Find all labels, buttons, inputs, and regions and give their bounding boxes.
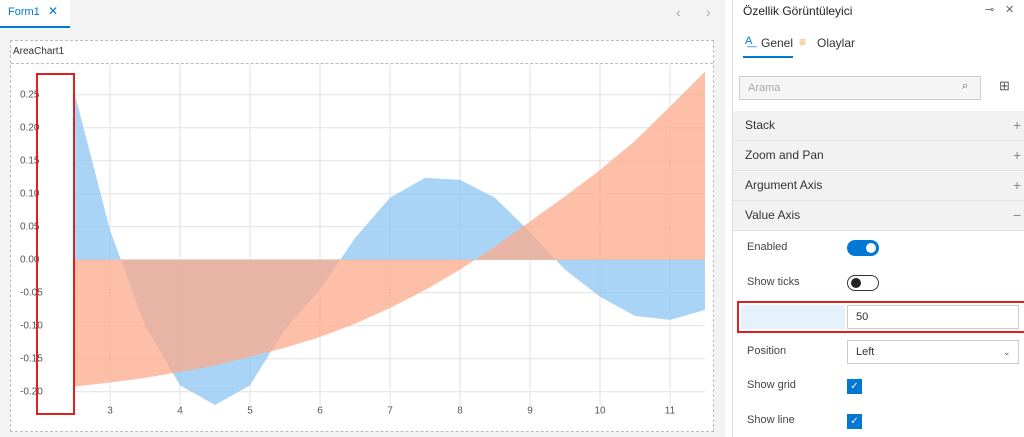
panel-title: Özellik Görüntüleyici [743, 4, 853, 18]
tab-icon: ≡ [799, 35, 807, 49]
chart: -0.20 -0.15 -0.10 -0.05 0.00 0.05 0.10 0.15 0.20… [20, 65, 705, 417]
field-value: 50 [856, 311, 869, 323]
label-highlight [741, 305, 845, 329]
x-tick-label: 4 [177, 406, 183, 417]
tab-close[interactable]: ✕ [48, 4, 59, 18]
y-tick-label: 0.00 [20, 254, 40, 265]
x-tick-label: 6 [317, 406, 323, 417]
section-toggle[interactable]: − [1013, 207, 1022, 223]
section-label: Argument Axis [745, 178, 823, 192]
y-tick-label: 0.25 [20, 89, 40, 100]
x-tick-label: 8 [457, 406, 463, 417]
section-label: Zoom and Pan [745, 148, 824, 162]
section-toggle[interactable]: + [1013, 147, 1022, 163]
property-panel: Özellik Görüntüleyici ⊸ ✕ A͟ Genel ≡ Ola… [732, 0, 1024, 437]
dropdown-arrow: ⌄ [1003, 346, 1011, 357]
tab-title: Form1 [8, 6, 40, 18]
tab[interactable]: Form1 ✕ [0, 0, 70, 28]
nav-next[interactable]: › [706, 4, 711, 20]
search-box[interactable]: Arama ⌕ [739, 76, 981, 100]
tab-icon: A͟ [745, 35, 753, 47]
dropdown[interactable]: Left ⌄ [847, 339, 1019, 364]
toggle[interactable] [847, 274, 879, 291]
designer-area: Form1 ✕ ‹ › AreaChart1 -0.20 -0.15 -0.10 -0… [0, 0, 725, 437]
text-input[interactable]: 50 [847, 305, 1019, 329]
field-value: Left [856, 345, 875, 358]
x-tick-label: 11 [665, 406, 676, 417]
property-label: Show line [747, 413, 795, 426]
y-tick-label: -0.05 [20, 287, 43, 298]
y-tick-label: -0.20 [20, 386, 43, 397]
expand-all[interactable]: ⊞ [999, 78, 1010, 93]
y-tick-label: 0.10 [20, 188, 40, 199]
tab-underline [743, 56, 793, 58]
checkbox[interactable]: ✓ [847, 413, 862, 429]
x-tick-label: 3 [107, 406, 113, 417]
area [75, 71, 705, 387]
property-label: Position [747, 344, 787, 357]
highlight-box [737, 301, 1024, 333]
separator [11, 63, 713, 64]
section-label: Value Axis [745, 208, 801, 222]
checkbox[interactable]: ✓ [847, 379, 862, 394]
property-label: Show grid [747, 379, 796, 391]
panel-tab[interactable]: Olaylar [817, 36, 856, 50]
x-tick-label: 10 [594, 406, 606, 417]
toggle-knob [866, 243, 876, 253]
close[interactable]: ✕ [1005, 4, 1015, 16]
property-label: Enabled [747, 241, 788, 253]
x-tick-label: 7 [387, 406, 393, 417]
section-toggle[interactable]: + [1013, 177, 1022, 193]
panel-tab[interactable]: Genel [761, 36, 794, 50]
search-icon: ⌕ [962, 80, 969, 92]
y-tick-label: -0.10 [20, 320, 43, 331]
section-header[interactable]: Stack + [733, 111, 1024, 141]
pin[interactable]: ⊸ [985, 4, 995, 16]
section-toggle[interactable]: + [1013, 117, 1022, 133]
section-header[interactable]: Value Axis − [733, 201, 1024, 231]
y-tick-label: 0.15 [20, 155, 40, 166]
x-tick-label: 5 [247, 406, 253, 417]
search-placeholder: Arama [748, 82, 781, 94]
toggle-knob [851, 277, 861, 288]
x-tick-label: 9 [527, 406, 533, 417]
y-tick-label: 0.20 [20, 122, 40, 133]
section-label: Stack [745, 118, 776, 132]
y-tick-label: -0.15 [20, 353, 43, 364]
property-label: Show ticks [747, 275, 800, 288]
section-header[interactable]: Zoom and Pan + [733, 141, 1024, 171]
control-name: AreaChart1 [13, 46, 65, 57]
toggle[interactable] [847, 240, 879, 256]
highlight-box [36, 73, 75, 415]
y-tick-label: 0.05 [20, 221, 40, 232]
section-header[interactable]: Argument Axis + [733, 171, 1024, 201]
nav-prev[interactable]: ‹ [676, 4, 681, 20]
